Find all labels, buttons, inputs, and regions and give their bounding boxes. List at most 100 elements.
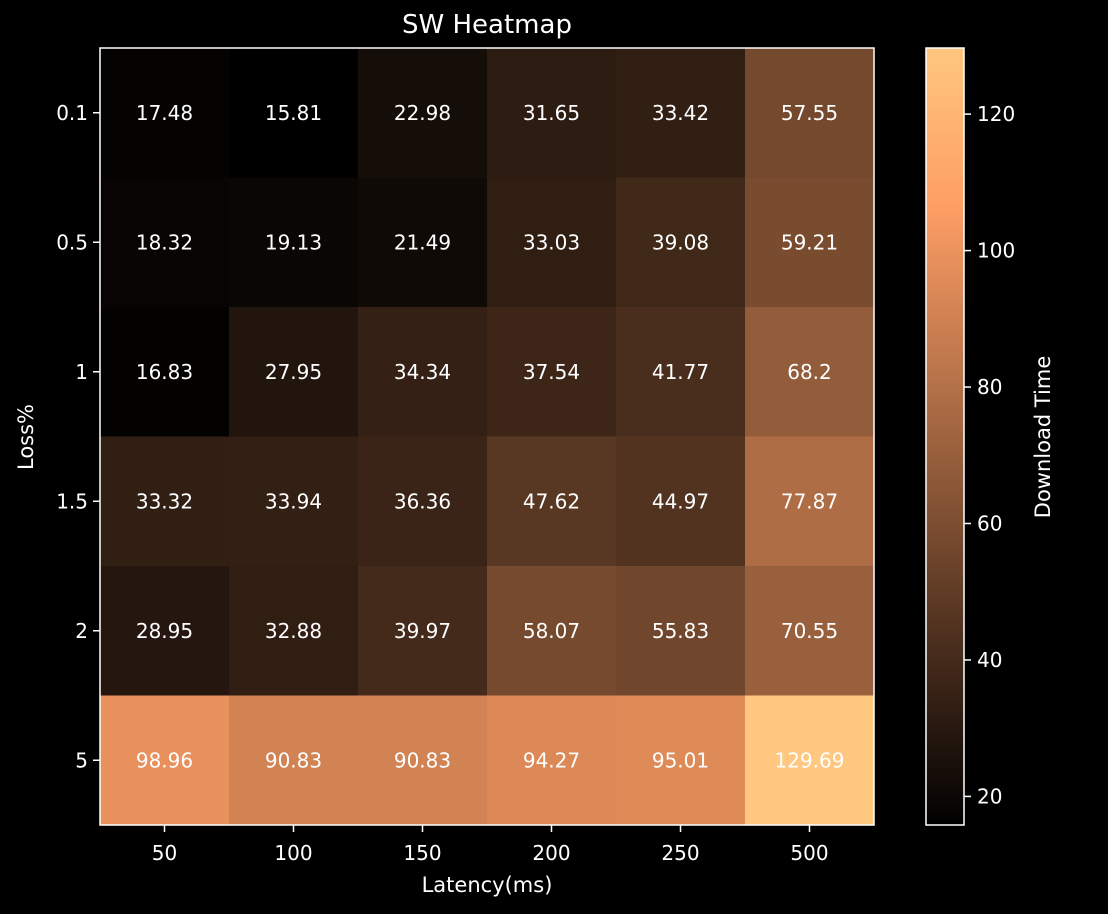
cell-value-label: 58.07 <box>523 619 580 643</box>
cell-value-label: 34.34 <box>394 360 451 384</box>
y-tick-label: 0.5 <box>56 230 88 254</box>
cell-value-label: 68.2 <box>787 360 832 384</box>
heatmap-cell <box>616 48 746 178</box>
colorbar-tick-label: 120 <box>977 102 1015 126</box>
x-tick-label: 50 <box>152 841 177 865</box>
heatmap-cells: 17.48 15.81 22.98 31.65 33.42 57.55 18.32 19.13… <box>100 48 875 826</box>
heatmap-cell <box>229 307 359 437</box>
cell-value-label: 31.65 <box>523 101 580 125</box>
heatmap-cell <box>229 695 359 826</box>
colorbar-tick-label: 40 <box>977 648 1002 672</box>
heatmap-cell <box>100 307 230 437</box>
heatmap-cell <box>100 48 230 178</box>
colorbar-tick-label: 80 <box>977 375 1002 399</box>
colorbar-ticks: 20 40 60 80 100 120 <box>964 102 1015 808</box>
heatmap-cell <box>358 695 488 826</box>
cell-value-label: 33.03 <box>523 230 580 254</box>
y-tick-label: 0.1 <box>56 101 88 125</box>
colorbar-label: Download Time <box>1031 356 1055 518</box>
cell-value-label: 32.88 <box>265 619 322 643</box>
heatmap-cell <box>100 436 230 567</box>
heatmap-cell <box>100 695 230 826</box>
y-tick-label: 1.5 <box>56 489 88 513</box>
heatmap-cell <box>358 436 488 567</box>
chart-title: SW Heatmap <box>402 10 572 40</box>
cell-value-label: 15.81 <box>265 101 322 125</box>
x-tick-label: 100 <box>274 841 312 865</box>
y-axis-ticks: 0.1 0.5 1 1.5 2 5 <box>56 101 100 772</box>
cell-value-label: 33.42 <box>652 101 709 125</box>
heatmap-cell <box>616 695 746 826</box>
heatmap-cell <box>616 307 746 437</box>
plot-frame <box>99 47 875 826</box>
heatmap-cell <box>487 177 617 308</box>
cell-value-label: 17.48 <box>136 101 193 125</box>
heatmap-cell <box>616 566 746 696</box>
cell-value-label: 37.54 <box>523 360 580 384</box>
cell-value-label: 33.32 <box>136 489 193 513</box>
heatmap-cell <box>358 177 488 308</box>
heatmap-cell <box>100 177 230 308</box>
cell-value-label: 129.69 <box>775 748 845 772</box>
heatmap-cell <box>358 566 488 696</box>
x-tick-label: 250 <box>661 841 699 865</box>
heatmap-cell <box>229 436 359 567</box>
heatmap-cell <box>229 177 359 308</box>
heatmap-cell <box>229 48 359 178</box>
cell-value-label: 95.01 <box>652 748 709 772</box>
x-tick-label: 500 <box>790 841 828 865</box>
colorbar-tick-label: 100 <box>977 239 1015 263</box>
colorbar-tick-label: 60 <box>977 511 1002 535</box>
heatmap-cell <box>616 436 746 567</box>
cell-value-label: 55.83 <box>652 619 709 643</box>
cell-value-label: 59.21 <box>781 230 838 254</box>
heatmap-cell <box>487 48 617 178</box>
cell-value-label: 19.13 <box>265 230 322 254</box>
heatmap-cell <box>358 307 488 437</box>
heatmap-cell <box>745 307 875 437</box>
cell-value-label: 18.32 <box>136 230 193 254</box>
cell-value-label: 28.95 <box>136 619 193 643</box>
cell-value-label: 90.83 <box>394 748 451 772</box>
heatmap-cell <box>745 177 875 308</box>
y-tick-label: 2 <box>75 619 88 643</box>
heatmap-cell <box>745 436 875 567</box>
cell-value-label: 57.55 <box>781 101 838 125</box>
heatmap-cell <box>745 566 875 696</box>
cell-value-label: 27.95 <box>265 360 322 384</box>
cell-value-label: 21.49 <box>394 230 451 254</box>
x-axis-label: Latency(ms) <box>422 873 553 897</box>
y-axis-label: Loss% <box>14 404 38 470</box>
cell-value-label: 77.87 <box>781 489 838 513</box>
heatmap-cell <box>745 695 875 826</box>
y-tick-label: 1 <box>75 360 88 384</box>
cell-value-label: 36.36 <box>394 489 451 513</box>
heatmap-cell <box>100 566 230 696</box>
cell-value-label: 16.83 <box>136 360 193 384</box>
heatmap-cell <box>229 566 359 696</box>
cell-value-label: 22.98 <box>394 101 451 125</box>
colorbar-tick-label: 20 <box>977 784 1002 808</box>
heatmap-cell <box>745 48 875 178</box>
cell-value-label: 47.62 <box>523 489 580 513</box>
heatmap-cell <box>487 695 617 826</box>
cell-value-label: 41.77 <box>652 360 709 384</box>
y-tick-label: 5 <box>75 748 88 772</box>
cell-value-label: 44.97 <box>652 489 709 513</box>
cell-value-label: 33.94 <box>265 489 322 513</box>
heatmap-cell <box>616 177 746 308</box>
colorbar <box>925 47 965 826</box>
cell-value-label: 39.08 <box>652 230 709 254</box>
cell-value-label: 98.96 <box>136 748 193 772</box>
heatmap-cell <box>487 307 617 437</box>
heatmap-cell <box>358 48 488 178</box>
x-tick-label: 200 <box>532 841 570 865</box>
cell-value-label: 90.83 <box>265 748 322 772</box>
heatmap-cell <box>487 436 617 567</box>
x-tick-label: 150 <box>403 841 441 865</box>
x-axis-ticks: 50 100 150 200 250 500 <box>152 825 829 865</box>
cell-value-label: 94.27 <box>523 748 580 772</box>
heatmap-cell <box>487 566 617 696</box>
